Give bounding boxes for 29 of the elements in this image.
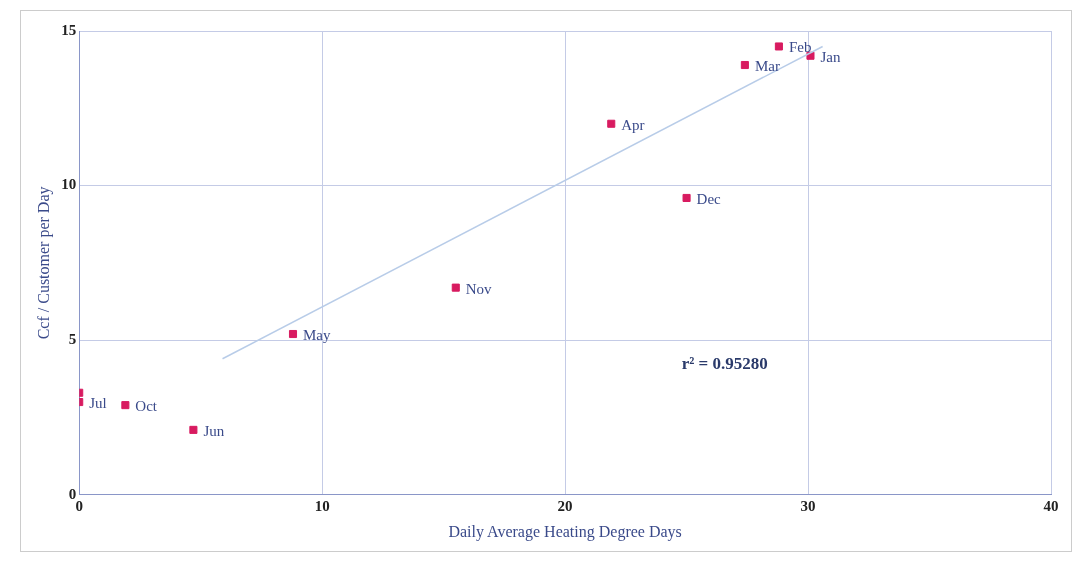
point — [451, 283, 460, 292]
x-tick-label: 20 — [557, 497, 573, 514]
annotation: Jun — [203, 422, 225, 439]
y-tick-label: 5 — [68, 331, 77, 348]
y-tick-label: 15 — [61, 21, 77, 38]
annotation: r² = 0.95280 — [681, 354, 768, 374]
point — [740, 60, 749, 70]
x-axis-title: Daily Average Heating Degree Days — [448, 522, 682, 541]
y-tick-label: 10 — [61, 176, 77, 193]
annotation: Nov — [465, 280, 493, 297]
point — [189, 425, 198, 434]
annotation: Apr — [621, 116, 645, 133]
point — [682, 193, 691, 202]
annotation: May — [303, 326, 331, 343]
x-tick-label: 30 — [800, 497, 816, 514]
y-axis-title: Ccf / Customer per Day — [34, 186, 53, 340]
point — [607, 119, 616, 128]
annotation: Dec — [696, 190, 722, 207]
point — [121, 401, 130, 410]
annotation: Mar — [754, 57, 780, 74]
annotation: Jul — [89, 394, 107, 411]
annotation: Feb — [788, 39, 812, 56]
x-tick-label: 10 — [314, 497, 330, 514]
y-tick-label: 0 — [68, 485, 77, 502]
x-tick-label: 40 — [1043, 497, 1059, 514]
annotation: Oct — [135, 398, 158, 415]
annotation: Jan — [820, 48, 841, 65]
point — [288, 329, 298, 339]
point — [774, 42, 783, 51]
